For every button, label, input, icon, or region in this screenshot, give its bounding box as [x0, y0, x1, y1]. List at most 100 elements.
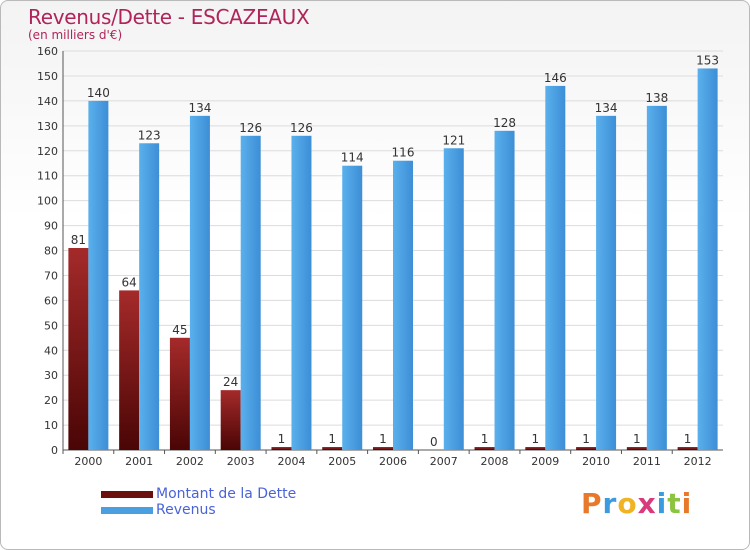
logo-letter: x [637, 487, 657, 520]
debt-bar [474, 447, 495, 450]
y-tick-label: 30 [44, 369, 58, 382]
debt-data-label: 24 [223, 375, 238, 389]
debt-data-label: 1 [582, 432, 590, 446]
chart-title: Revenus/Dette - ESCAZEAUX [28, 5, 310, 29]
x-tick-label: 2003 [227, 455, 255, 468]
data-labels: 81 140 64 123 45 134 24 126 1 126 1 114 1 116 0 121 1 128… [71, 53, 719, 449]
legend-label-debt: Montant de la Dette [156, 486, 297, 502]
revenue-data-label: 114 [341, 151, 364, 165]
debt-bar [576, 447, 597, 450]
legend-label-revenue: Revenus [156, 502, 216, 518]
legend-swatch-revenue [101, 507, 153, 514]
revenue-data-label: 134 [595, 101, 618, 115]
y-tick-label: 10 [44, 419, 58, 432]
x-axis: 2000 2001 2002 2003 2004 2005 2006 2007 2008 2009… [62, 450, 712, 468]
debt-bar [373, 447, 393, 450]
proxiti-logo: Proxiti [581, 487, 692, 520]
y-tick-label: 120 [37, 145, 58, 158]
logo-letter: i [681, 487, 693, 520]
x-tick-label: 2011 [633, 455, 661, 468]
revenue-data-label: 126 [290, 121, 313, 135]
y-tick-label: 150 [37, 70, 58, 83]
y-tick-label: 140 [37, 95, 58, 108]
y-tick-label: 80 [44, 245, 58, 258]
debt-data-label: 1 [379, 432, 387, 446]
debt-bar [68, 248, 89, 450]
y-tick-label: 50 [44, 319, 58, 332]
x-tick-label: 2001 [125, 455, 153, 468]
revenue-bar [291, 135, 312, 450]
revenue-bar [139, 143, 160, 451]
debt-bar [525, 447, 546, 450]
debt-data-label: 64 [122, 275, 137, 289]
debt-data-label: 45 [172, 323, 187, 337]
debt-data-label: 1 [278, 432, 286, 446]
revenue-bar [342, 165, 363, 450]
debt-data-label: 81 [71, 233, 86, 247]
logo-letter: o [617, 487, 638, 520]
y-tick-label: 0 [51, 444, 58, 457]
logo-letter: r [602, 487, 618, 520]
revenue-bar [545, 85, 566, 450]
debt-bar [119, 290, 140, 450]
revenue-data-label: 146 [544, 71, 567, 85]
revenue-data-label: 138 [645, 91, 668, 105]
revenue-data-label: 116 [392, 146, 415, 160]
x-tick-label: 2008 [481, 455, 509, 468]
x-tick-label: 2000 [74, 455, 102, 468]
debt-bar [169, 337, 190, 450]
y-tick-label: 60 [44, 294, 58, 307]
revenue-data-label: 153 [696, 53, 719, 67]
y-tick-label: 40 [44, 344, 58, 357]
revenue-bar [646, 105, 667, 451]
x-tick-label: 2009 [531, 455, 559, 468]
chart-subtitle: (en milliers d'€) [28, 28, 123, 42]
y-tick-label: 90 [44, 220, 58, 233]
x-tick-label: 2002 [176, 455, 204, 468]
y-tick-label: 20 [44, 394, 58, 407]
bars [68, 68, 718, 451]
x-tick-label: 2012 [684, 455, 712, 468]
revenue-data-label: 121 [442, 133, 465, 147]
x-tick-label: 2006 [379, 455, 407, 468]
debt-bar [322, 447, 343, 450]
debt-bar [626, 447, 647, 450]
legend-swatch-debt [101, 491, 153, 498]
x-tick-label: 2005 [328, 455, 356, 468]
revenue-bar [88, 100, 109, 450]
debt-data-label: 1 [481, 432, 489, 446]
y-tick-label: 160 [37, 45, 58, 58]
y-tick-label: 110 [37, 170, 58, 183]
debt-bar [271, 447, 292, 450]
logo-letter: i [656, 487, 668, 520]
revenue-bar [443, 148, 464, 450]
debt-data-label: 1 [531, 432, 539, 446]
revenue-bar [494, 130, 515, 451]
revenue-data-label: 134 [188, 101, 211, 115]
logo-letter: P [581, 487, 603, 520]
revenue-bar [240, 135, 261, 450]
revenue-bar [189, 115, 210, 451]
y-tick-label: 70 [44, 269, 58, 282]
revenue-data-label: 140 [87, 86, 110, 100]
debt-data-label: 1 [328, 432, 336, 446]
y-tick-label: 100 [37, 195, 58, 208]
revenue-bar [596, 115, 617, 451]
logo-letter: t [667, 487, 682, 520]
x-tick-label: 2007 [430, 455, 458, 468]
revenue-data-label: 126 [239, 121, 262, 135]
revenue-bar [393, 160, 413, 450]
x-tick-label: 2010 [582, 455, 610, 468]
revenue-bar [697, 68, 718, 451]
debt-data-label: 0 [430, 435, 438, 449]
debt-bar [677, 447, 698, 450]
x-tick-label: 2004 [277, 455, 305, 468]
revenue-data-label: 123 [138, 128, 161, 142]
debt-bar [220, 390, 241, 450]
debt-data-label: 1 [633, 432, 641, 446]
debt-data-label: 1 [684, 432, 692, 446]
y-tick-label: 130 [37, 120, 58, 133]
revenue-data-label: 128 [493, 116, 516, 130]
